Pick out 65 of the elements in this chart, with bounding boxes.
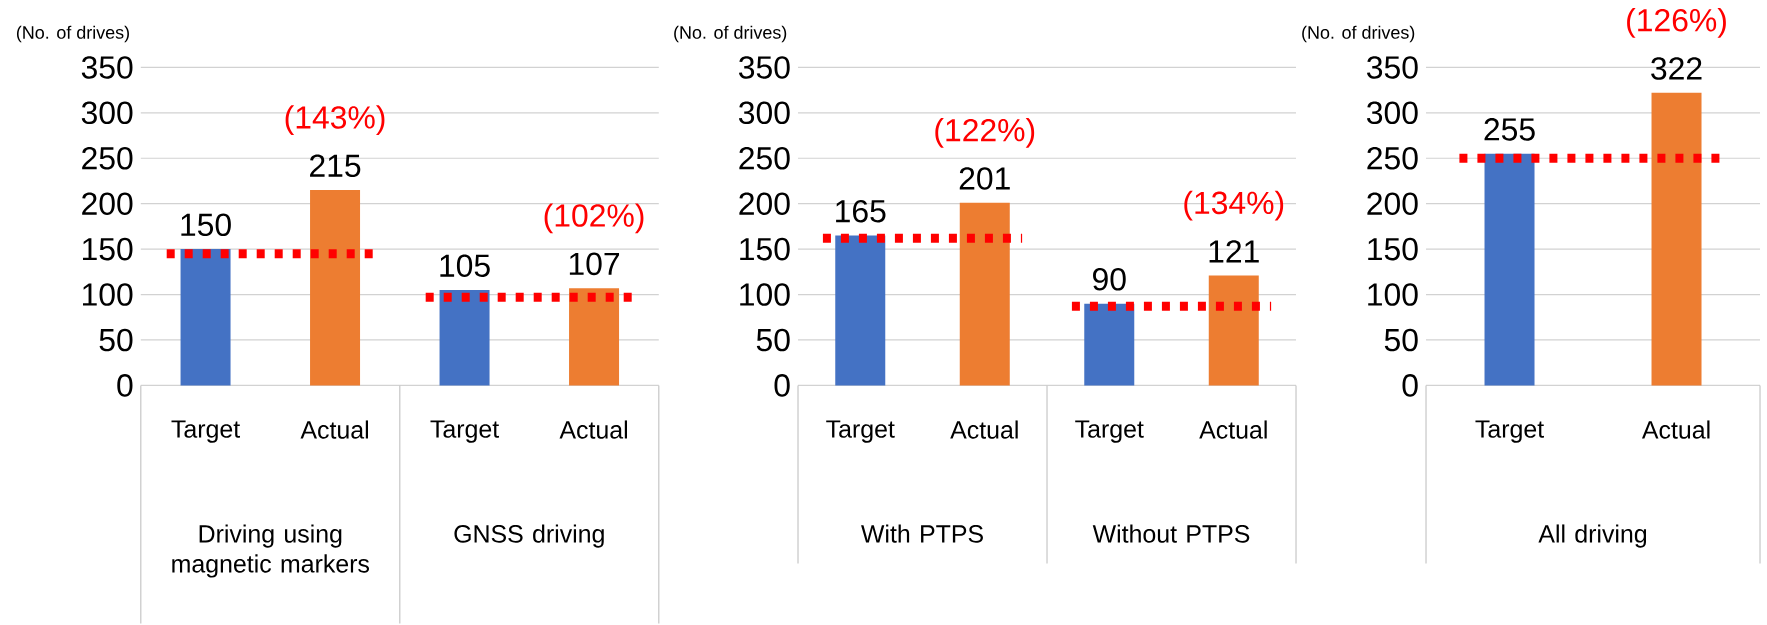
bar: [569, 288, 620, 386]
y-tick-label: 100: [740, 283, 790, 306]
y-tick-label: 50: [99, 328, 133, 352]
data-label: 150: [181, 213, 231, 237]
bar: [959, 202, 1010, 386]
annotation: (134%): [1184, 190, 1284, 221]
x-tick-label: Target: [1475, 420, 1544, 443]
y-tick-label: 300: [1367, 101, 1418, 125]
y-tick-label: 350: [739, 56, 790, 79]
y-tick-label: 150: [83, 237, 133, 261]
y-tick-label: 100: [1368, 283, 1418, 306]
x-tick-label: Target: [1075, 420, 1144, 443]
annotation: (143%): [285, 105, 385, 136]
text: All driving: [1538, 524, 1647, 548]
data-label: 105: [440, 254, 490, 277]
y-tick-label: 250: [1367, 146, 1418, 170]
y-axis-title: (No. of drives): [16, 25, 129, 43]
bar: [835, 235, 886, 386]
bar: [1208, 275, 1259, 386]
y-tick-label: 350: [81, 56, 133, 79]
y-tick-label: 150: [1368, 237, 1418, 261]
text: Driving using magnetic markers: [172, 524, 370, 578]
y-tick-label: 250: [739, 146, 790, 170]
x-tick-label: Actual: [300, 420, 368, 439]
y-tick-label: 100: [83, 283, 133, 306]
y-tick-label: 350: [1367, 56, 1418, 79]
data-label: 90: [1093, 268, 1126, 291]
y-tick-label: 200: [739, 192, 790, 215]
y-tick-label: 300: [81, 101, 133, 125]
x-tick-label: Actual: [950, 420, 1018, 439]
data-label: 322: [1651, 57, 1702, 80]
y-tick-label: 0: [1402, 374, 1418, 397]
bar: [439, 290, 490, 386]
data-label: 107: [569, 252, 620, 276]
y-tick-label: 250: [82, 146, 133, 170]
annotation: (122%): [935, 118, 1035, 148]
x-tick-label: Target: [430, 420, 499, 443]
x-tick-label: Target: [171, 420, 240, 443]
bar: [310, 190, 361, 386]
text: With PTPS: [861, 524, 983, 543]
x-tick-label: Target: [826, 420, 895, 443]
y-tick-label: 50: [756, 328, 790, 352]
y-tick-label: 0: [774, 374, 790, 397]
data-label: 255: [1484, 118, 1535, 141]
y-tick-label: 50: [1384, 328, 1418, 352]
data-label: 215: [310, 154, 361, 178]
y-axis-title: (No. of drives): [1302, 25, 1415, 43]
y-tick-label: 150: [740, 237, 790, 261]
x-tick-label: Actual: [1641, 420, 1710, 439]
bar: [1084, 303, 1135, 386]
data-label: 121: [1209, 240, 1259, 263]
data-label: 201: [959, 167, 1010, 190]
y-tick-label: 300: [739, 101, 790, 125]
x-tick-label: Actual: [559, 420, 627, 439]
text: (126%): [1627, 8, 1726, 38]
x-tick-label: Actual: [1199, 420, 1267, 439]
text: GNSS driving: [454, 524, 604, 548]
bar: [180, 249, 231, 386]
y-tick-label: 200: [82, 192, 133, 215]
text: Without PTPS: [1092, 524, 1250, 543]
y-tick-label: 200: [1367, 192, 1418, 215]
y-axis-title: (No. of drives): [674, 25, 787, 43]
y-tick-label: 0: [117, 374, 133, 397]
data-label: 165: [836, 199, 886, 223]
annotation: (102%): [544, 203, 644, 234]
